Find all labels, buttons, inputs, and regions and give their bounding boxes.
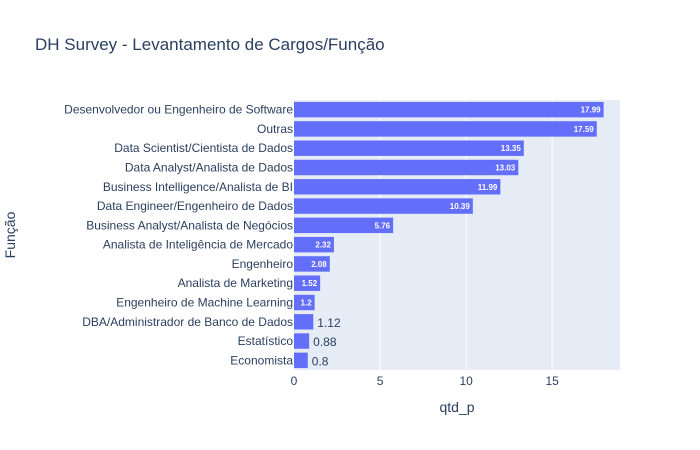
- y-tick-label: Engenheiro: [232, 257, 294, 271]
- bar-value-label: 0.88: [313, 335, 337, 349]
- bar-value-label: 10.39: [450, 202, 471, 211]
- bar: [294, 179, 501, 195]
- y-tick-label: Analista de Inteligência de Mercado: [103, 238, 293, 252]
- y-tick-label: Engenheiro de Machine Learning: [116, 296, 293, 310]
- chart-title: DH Survey - Levantamento de Cargos/Funçã…: [35, 35, 385, 54]
- bar: [294, 256, 330, 272]
- y-tick-label: Desenvolvedor ou Engenheiro de Software: [64, 103, 293, 117]
- bar-value-label: 1.12: [317, 316, 341, 330]
- bar-value-label: 2.32: [315, 241, 331, 250]
- y-tick-label: DBA/Administrador de Banco de Dados: [82, 315, 293, 329]
- bar-value-label: 0.8: [312, 354, 329, 368]
- bar: [294, 294, 315, 311]
- bar: [294, 121, 597, 137]
- bar: [294, 140, 524, 156]
- bar-value-label: 17.59: [574, 125, 595, 134]
- x-axis-title: qtd_p: [439, 399, 474, 415]
- x-tick-label: 0: [291, 374, 298, 388]
- y-tick-label: Data Scientist/Cientista de Dados: [114, 141, 293, 155]
- bar-value-label: 5.76: [375, 221, 391, 230]
- x-tick-label: 10: [459, 374, 473, 388]
- bar: [294, 101, 604, 118]
- bar-value-label: 1.52: [302, 279, 318, 288]
- y-tick-label: Data Engineer/Engenheiro de Dados: [97, 199, 293, 213]
- y-tick-labels: Desenvolvedor ou Engenheiro de Software O…: [64, 103, 293, 368]
- bar-value-label: 17.99: [581, 106, 602, 115]
- bar: [294, 352, 308, 369]
- bar: [294, 236, 334, 253]
- y-tick-label: Analista de Marketing: [178, 276, 293, 290]
- y-tick-label: Business Analyst/Analista de Negócios: [86, 218, 293, 232]
- bar-value-label: 13.03: [495, 164, 516, 173]
- x-tick-labels: 0 5 10 15: [291, 374, 560, 388]
- bars: 17.99 17.59 13.35 13.03 11.99 10.39 5.76 2.32 2.…: [294, 101, 604, 369]
- bar: [294, 217, 394, 234]
- y-tick-label: Data Analyst/Analista de Dados: [125, 161, 293, 175]
- y-axis-title: Função: [2, 211, 18, 258]
- bar: [294, 198, 473, 214]
- x-tick-label: 15: [546, 374, 560, 388]
- bar: [294, 159, 519, 176]
- y-tick-label: Business Intelligence/Analista de BI: [103, 180, 293, 194]
- bar-value-label: 11.99: [478, 183, 498, 192]
- bar: [294, 314, 314, 330]
- bar-value-label: 1.2: [301, 299, 313, 308]
- bar: [294, 333, 310, 349]
- y-tick-label: Economista: [230, 353, 293, 367]
- bar-value-label: 2.08: [311, 260, 327, 269]
- bar: [294, 275, 321, 291]
- y-tick-label: Estatístico: [238, 334, 294, 348]
- x-tick-label: 5: [377, 374, 384, 388]
- y-tick-label: Outras: [257, 122, 293, 136]
- bar-value-label: 13.35: [501, 144, 522, 153]
